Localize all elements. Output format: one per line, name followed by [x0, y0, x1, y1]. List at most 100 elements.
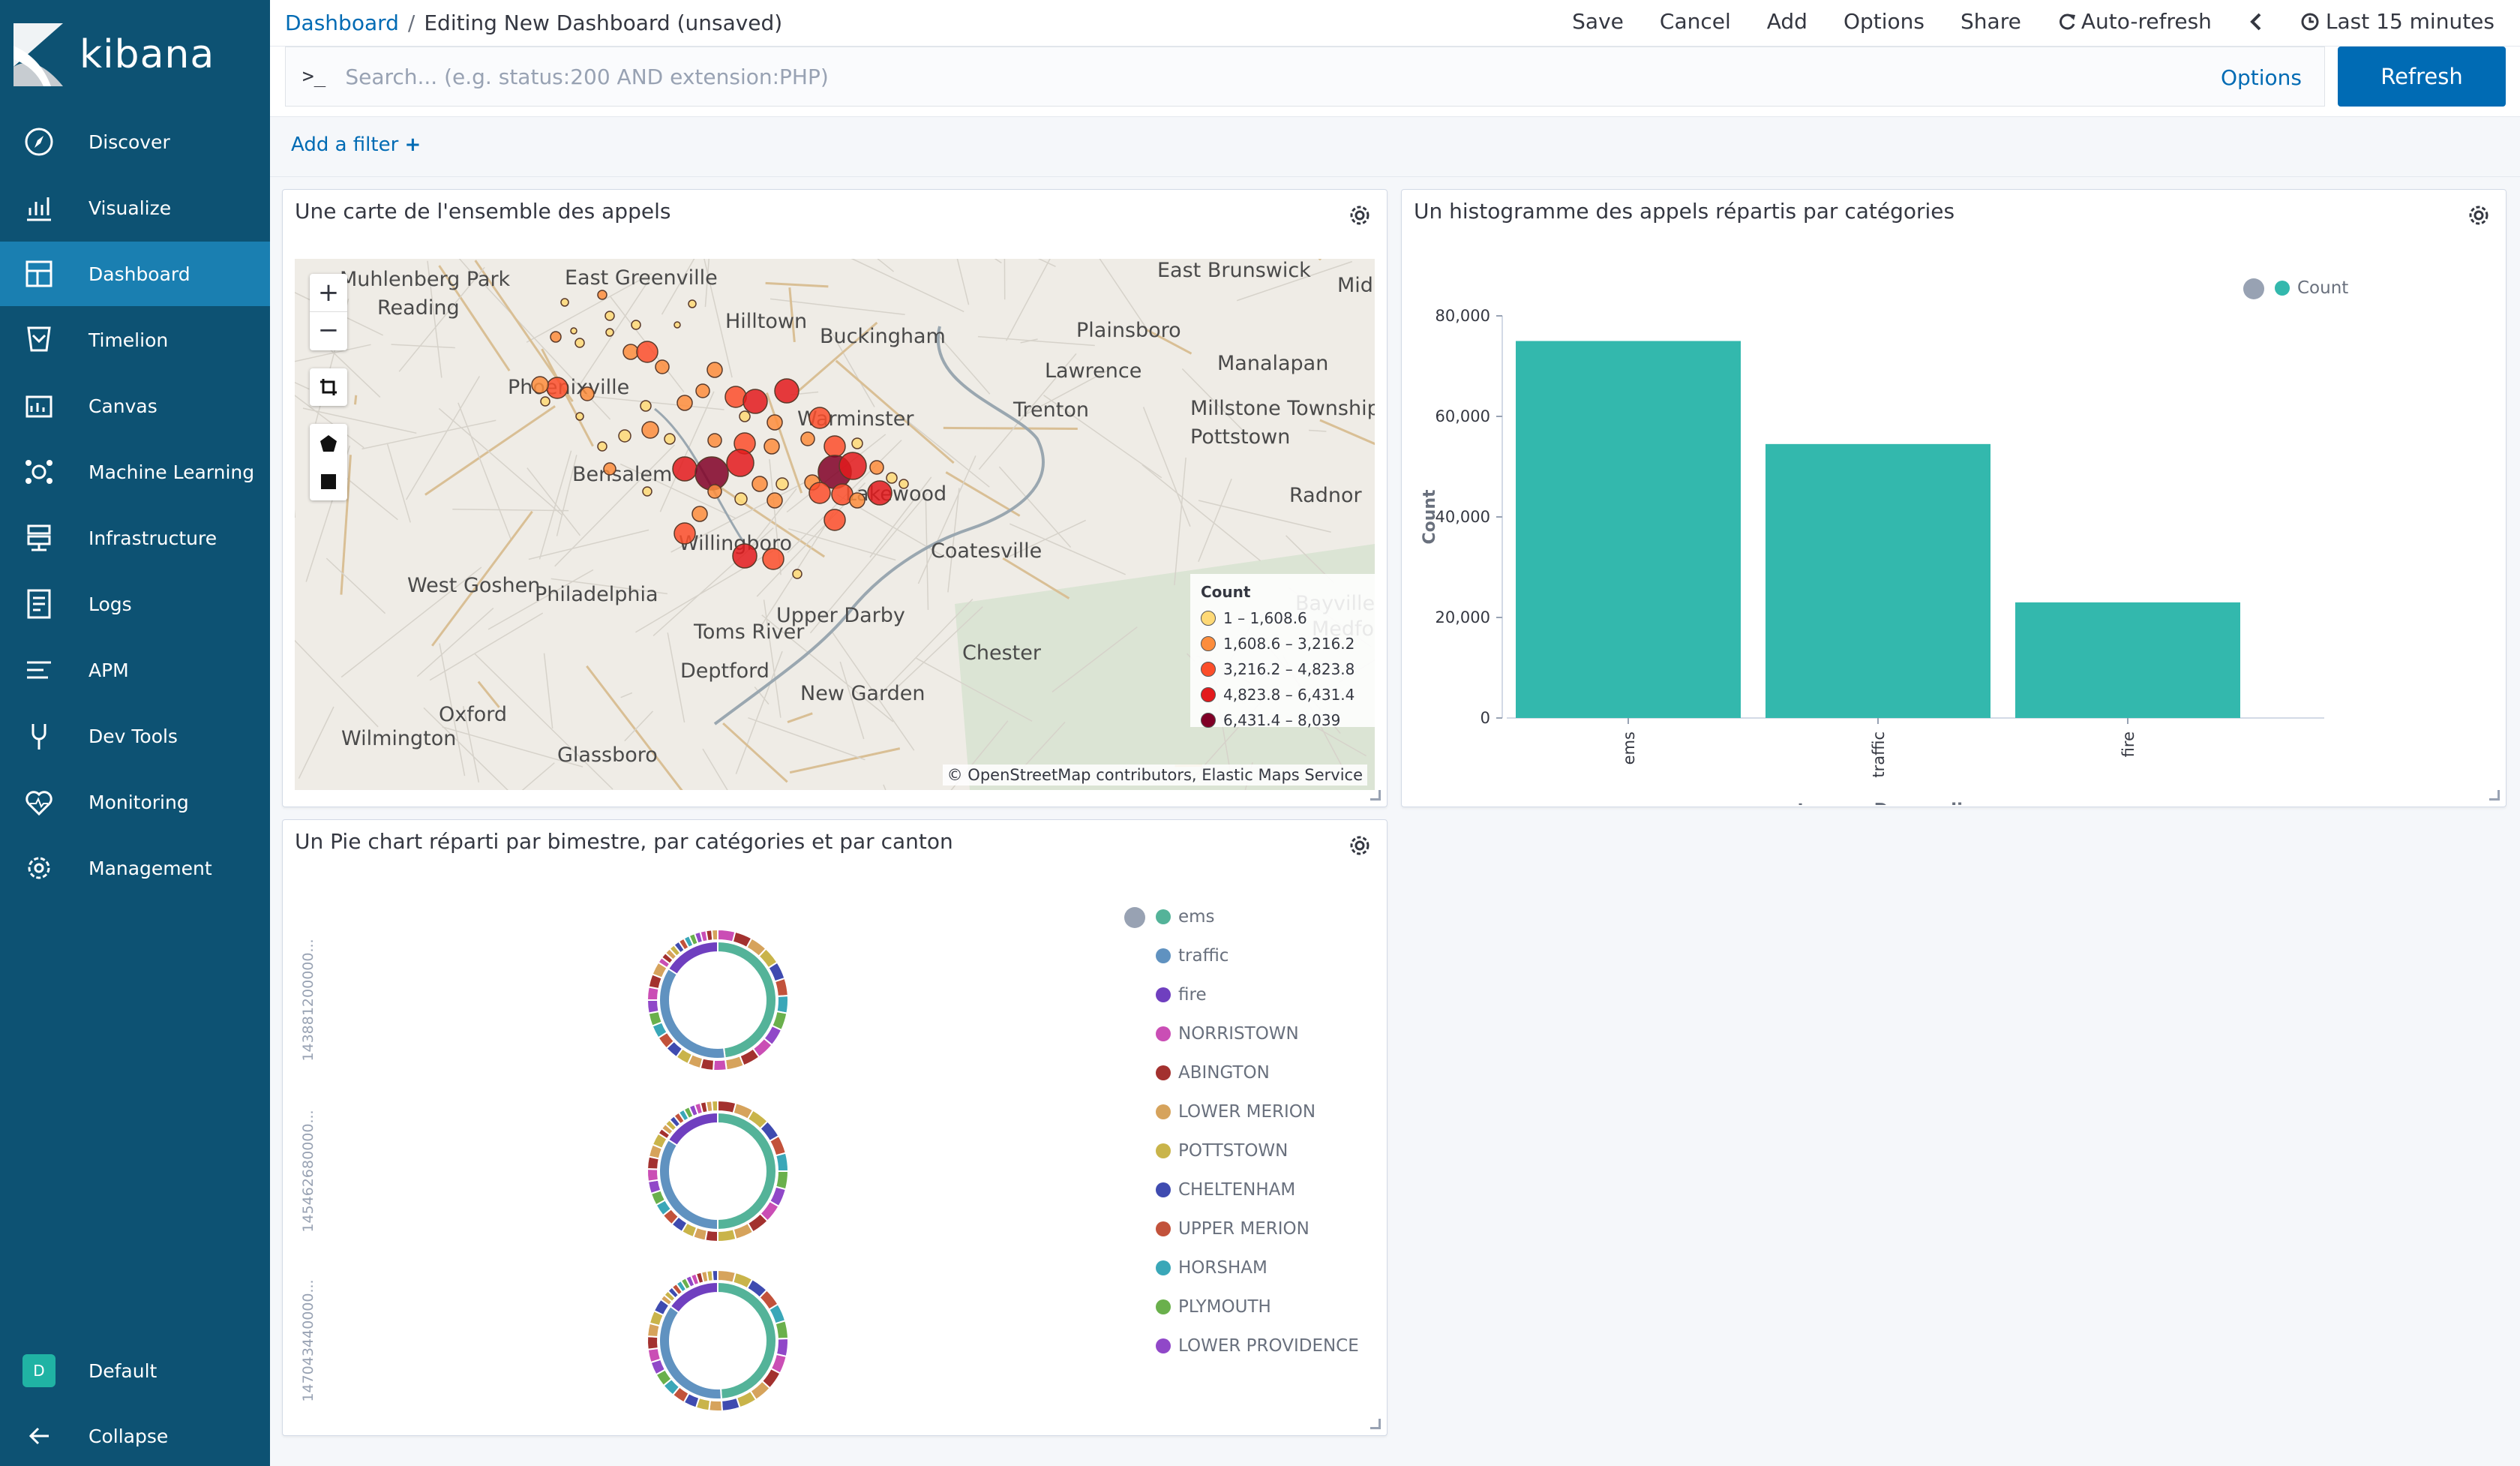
- sidebar-item-discover[interactable]: Discover: [0, 110, 270, 174]
- map-marker[interactable]: [550, 331, 562, 343]
- pie-outer-slice[interactable]: [776, 995, 789, 1014]
- sidebar-item-dev-tools[interactable]: Dev Tools: [0, 704, 270, 768]
- pie-legend-item[interactable]: traffic: [1156, 946, 1228, 966]
- time-picker-button[interactable]: Last 15 minutes: [2300, 9, 2494, 34]
- map-marker[interactable]: [674, 321, 681, 329]
- map-marker[interactable]: [706, 362, 723, 378]
- pie-outer-slice[interactable]: [646, 1347, 662, 1364]
- pie-outer-slice[interactable]: [646, 1335, 659, 1350]
- map-marker[interactable]: [640, 400, 652, 412]
- map-marker[interactable]: [764, 438, 780, 455]
- ems-link[interactable]: Elastic Maps Service: [1202, 766, 1363, 784]
- fit-bounds-button[interactable]: [310, 368, 347, 406]
- gear-icon[interactable]: [2465, 202, 2492, 229]
- map-marker[interactable]: [574, 338, 585, 348]
- add-filter-button[interactable]: Add a filter +: [291, 134, 421, 156]
- space-selector[interactable]: D Default: [0, 1338, 270, 1403]
- sidebar-item-monitoring[interactable]: Monitoring: [0, 770, 270, 834]
- sidebar-item-management[interactable]: Management: [0, 836, 270, 900]
- pie-row[interactable]: [646, 928, 789, 1071]
- map-marker[interactable]: [546, 377, 568, 399]
- pie-outer-slice[interactable]: [711, 1099, 718, 1113]
- bar-traffic[interactable]: [1766, 443, 1990, 718]
- map-marker[interactable]: [603, 462, 616, 476]
- map-marker[interactable]: [597, 290, 608, 300]
- zoom-out-button[interactable]: −: [317, 315, 340, 345]
- legend-toggle-icon[interactable]: [1124, 907, 1145, 928]
- map-marker[interactable]: [762, 548, 784, 570]
- map-marker[interactable]: [674, 522, 696, 545]
- pie-outer-slice[interactable]: [773, 977, 789, 998]
- map-marker[interactable]: [867, 480, 892, 506]
- map-marker[interactable]: [540, 396, 550, 407]
- zoom-in-button[interactable]: +: [310, 274, 347, 312]
- time-back-button[interactable]: [2248, 9, 2264, 34]
- legend-item-count[interactable]: Count: [2275, 278, 2348, 298]
- map-marker[interactable]: [560, 298, 569, 307]
- map-marker[interactable]: [838, 452, 867, 480]
- legend-toggle-icon[interactable]: [2243, 278, 2264, 299]
- map-marker[interactable]: [808, 482, 831, 504]
- pie-legend-item[interactable]: LOWER MERION: [1156, 1102, 1316, 1122]
- bar-fire[interactable]: [2015, 602, 2240, 718]
- pie-outer-slice[interactable]: [720, 1396, 741, 1412]
- pie-legend-item[interactable]: NORRISTOWN: [1156, 1024, 1299, 1044]
- map-marker[interactable]: [531, 376, 549, 394]
- draw-rectangle-button[interactable]: [310, 462, 347, 500]
- map-marker[interactable]: [851, 437, 863, 449]
- pie-legend-item[interactable]: LOWER PROVIDENCE: [1156, 1336, 1359, 1356]
- osm-link[interactable]: OpenStreetMap: [968, 766, 1091, 784]
- map-marker[interactable]: [655, 359, 670, 374]
- map-marker[interactable]: [752, 476, 768, 492]
- pie-row[interactable]: [646, 1269, 789, 1412]
- sidebar-item-logs[interactable]: Logs: [0, 572, 270, 636]
- map-marker[interactable]: [734, 492, 748, 506]
- map-canvas[interactable]: Muhlenberg Park Reading East Greenville Hil…: [295, 259, 1375, 790]
- map-marker[interactable]: [631, 320, 641, 330]
- auto-refresh-button[interactable]: Auto-refresh: [2057, 9, 2212, 34]
- map-marker[interactable]: [707, 433, 722, 448]
- map-marker[interactable]: [869, 460, 884, 475]
- gear-icon[interactable]: [1346, 202, 1373, 229]
- pie-legend-item[interactable]: UPPER MERION: [1156, 1219, 1310, 1239]
- add-button[interactable]: Add: [1766, 9, 1808, 34]
- map-marker[interactable]: [676, 395, 693, 411]
- map-marker[interactable]: [604, 311, 615, 321]
- map-marker[interactable]: [642, 486, 652, 497]
- map-marker[interactable]: [732, 543, 758, 569]
- map-marker[interactable]: [580, 386, 595, 401]
- pie-outer-slice[interactable]: [646, 1179, 662, 1195]
- pie-slice-fire[interactable]: [667, 940, 718, 976]
- map-marker[interactable]: [575, 412, 584, 421]
- pie-slice-fire[interactable]: [667, 1111, 718, 1147]
- collapse-button[interactable]: Collapse: [0, 1404, 270, 1466]
- map-marker[interactable]: [688, 299, 697, 308]
- pie-outer-slice[interactable]: [775, 1152, 790, 1172]
- sidebar-item-infrastructure[interactable]: Infrastructure: [0, 506, 270, 570]
- save-button[interactable]: Save: [1572, 9, 1624, 34]
- resize-handle[interactable]: [1370, 1419, 1381, 1429]
- search-options-button[interactable]: Options: [2220, 65, 2302, 90]
- cancel-button[interactable]: Cancel: [1659, 9, 1731, 34]
- pie-outer-slice[interactable]: [711, 1269, 718, 1282]
- pie-outer-slice[interactable]: [717, 1228, 737, 1243]
- map-marker[interactable]: [824, 435, 846, 458]
- pie-outer-slice[interactable]: [646, 999, 660, 1014]
- map-marker[interactable]: [808, 407, 831, 429]
- map-marker[interactable]: [824, 509, 846, 531]
- map-marker[interactable]: [800, 431, 815, 446]
- pie-outer-slice[interactable]: [712, 1059, 728, 1071]
- pie-legend-item[interactable]: ems: [1156, 907, 1215, 927]
- map-marker[interactable]: [641, 421, 659, 439]
- map-marker[interactable]: [695, 383, 710, 398]
- map-marker[interactable]: [664, 433, 676, 445]
- refresh-button[interactable]: Refresh: [2338, 47, 2506, 107]
- pie-slice-fire[interactable]: [669, 1281, 718, 1314]
- map-marker[interactable]: [636, 341, 658, 363]
- sidebar-item-visualize[interactable]: Visualize: [0, 176, 270, 240]
- breadcrumb-dashboard-link[interactable]: Dashboard: [285, 11, 399, 35]
- map-marker[interactable]: [766, 414, 783, 431]
- options-menu-button[interactable]: Options: [1843, 9, 1925, 34]
- sidebar-item-machine-learning[interactable]: Machine Learning: [0, 440, 270, 504]
- sidebar-item-apm[interactable]: APM: [0, 638, 270, 702]
